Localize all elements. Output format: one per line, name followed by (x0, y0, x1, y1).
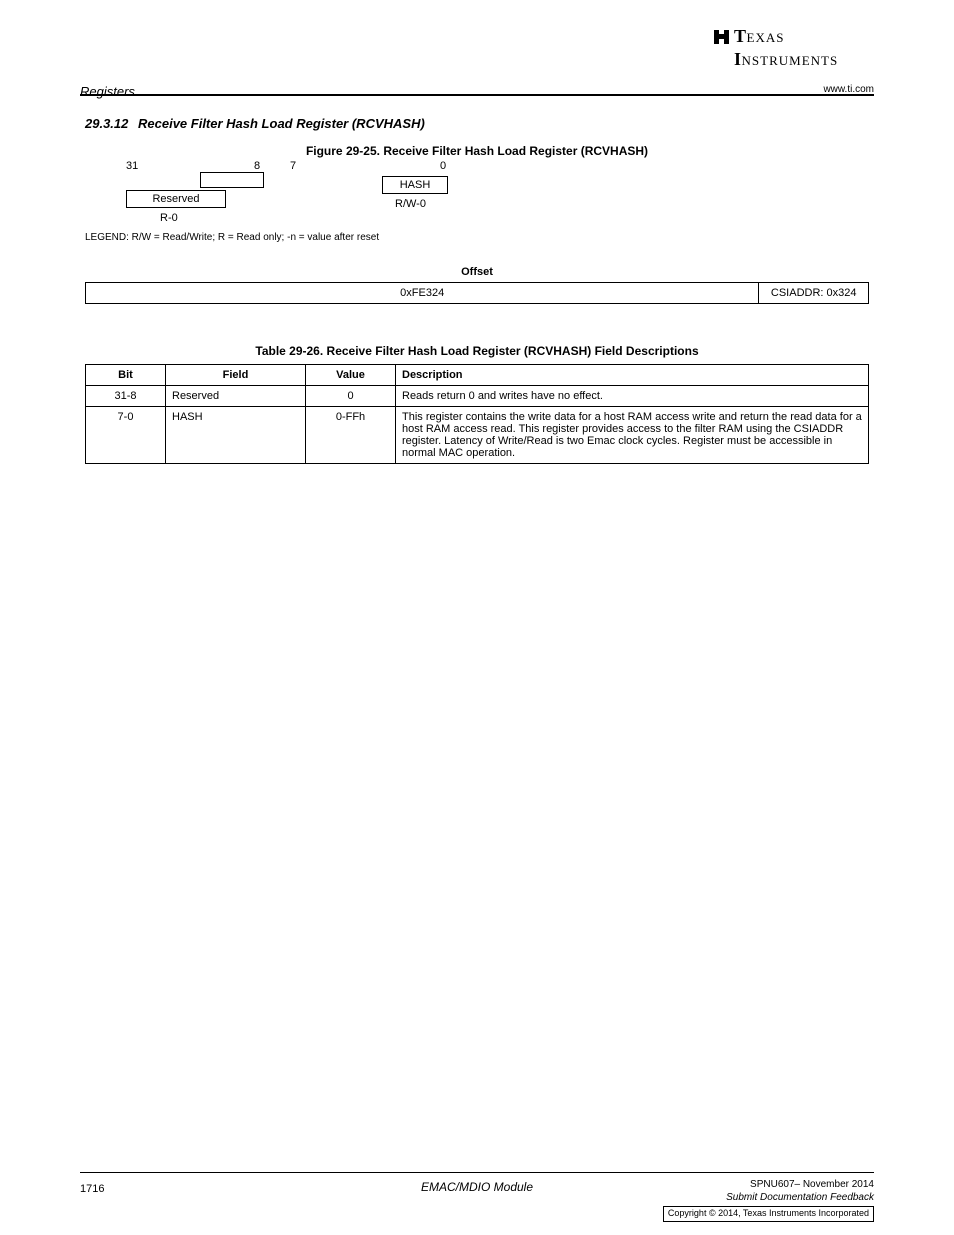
section-number: 29.3.12 (85, 116, 128, 131)
hash-field-box: HASH (382, 176, 448, 194)
logo-line2-big: I (734, 49, 742, 69)
section-title: Receive Filter Hash Load Register (RCVHA… (138, 116, 425, 131)
footer-spru: SPNU607– November 2014 (663, 1178, 874, 1191)
bit-label-8: 8 (254, 160, 260, 172)
ti-logo: TEXAS INSTRUMENTS (734, 28, 874, 70)
desc-caption-text: Receive Filter Hash Load Register (RCVHA… (327, 344, 699, 358)
table-row: 31-8 Reserved 0 Reads return 0 and write… (86, 386, 869, 407)
col-field: Field (166, 365, 306, 386)
page-footer: 1716 EMAC/MDIO Module SPNU607– November … (80, 1172, 874, 1197)
logo-line1-big: T (734, 26, 747, 46)
logo-line1-rest: EXAS (747, 30, 785, 45)
cell: 0-FFh (306, 407, 396, 464)
cell: This register contains the write data fo… (396, 407, 869, 464)
reserved-field-box-upper (200, 172, 264, 188)
col-description: Description (396, 365, 869, 386)
figure-caption-text: Receive Filter Hash Load Register (RCVHA… (383, 144, 648, 158)
submit-feedback-link[interactable]: Submit Documentation Feedback (726, 1192, 874, 1203)
offset-value: 0xFE324 (86, 283, 759, 304)
register-bit-diagram: 31 8 7 0 Reserved R-0 HASH R/W-0 (90, 160, 450, 230)
csiaddr-header: CSIADDR: 0x324 (759, 283, 869, 304)
ti-logo-mark-icon (712, 28, 732, 46)
bit-label-0: 0 (440, 160, 446, 172)
cell: Reads return 0 and writes have no effect… (396, 386, 869, 407)
header-rule (80, 94, 874, 96)
desc-caption-num: Table 29-26. (255, 344, 323, 358)
copyright-box: Copyright © 2014, Texas Instruments Inco… (663, 1206, 874, 1222)
logo-line2-rest: NSTRUMENTS (742, 53, 839, 68)
offset-table: 0xFE324 CSIADDR: 0x324 (85, 282, 869, 304)
cell: 31-8 (86, 386, 166, 407)
reserved-field-box: Reserved (126, 190, 226, 208)
field-description-table: Bit Field Value Description 31-8 Reserve… (85, 364, 869, 464)
reserved-legend: R-0 (160, 212, 178, 224)
cell: Reserved (166, 386, 306, 407)
legend-text: LEGEND: R/W = Read/Write; R = Read only;… (85, 232, 379, 243)
cell: HASH (166, 407, 306, 464)
cell: 0 (306, 386, 396, 407)
cell: 7-0 (86, 407, 166, 464)
col-bit: Bit (86, 365, 166, 386)
figure-caption-num: Figure 29-25. (306, 144, 380, 158)
header-section-left: Registers (80, 84, 135, 99)
bit-label-7: 7 (290, 160, 296, 172)
table-row: 7-0 HASH 0-FFh This register contains th… (86, 407, 869, 464)
hash-legend: R/W-0 (395, 198, 426, 210)
footer-rule (80, 1172, 874, 1173)
bit-label-31: 31 (126, 160, 138, 172)
col-value: Value (306, 365, 396, 386)
offset-caption: Offset (85, 266, 869, 278)
